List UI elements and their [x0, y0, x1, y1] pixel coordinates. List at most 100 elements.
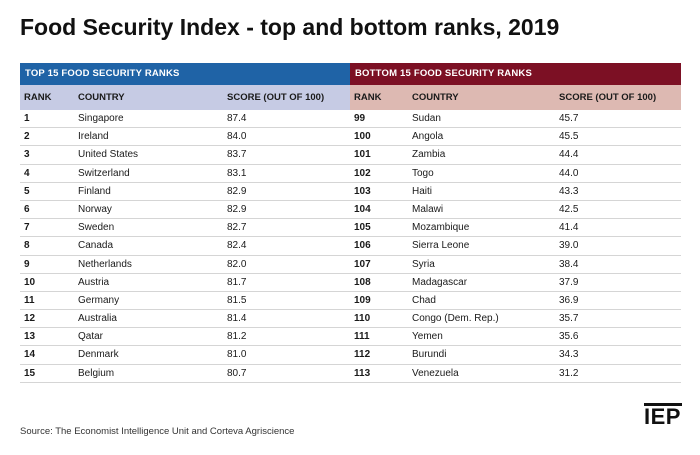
rank-cell: 2	[24, 131, 30, 143]
country-cell: Haiti	[412, 185, 433, 197]
table-row: 102 Togo 44.0	[350, 165, 681, 183]
rank-cell: 107	[354, 258, 371, 270]
table-row: 106 Sierra Leone 39.0	[350, 237, 681, 256]
rank-cell: 3	[24, 149, 30, 161]
score-cell: 83.7	[227, 149, 247, 161]
table-row: 3 United States 83.7	[20, 146, 350, 165]
score-cell: 34.3	[559, 349, 579, 361]
rank-cell: 102	[354, 167, 371, 179]
score-cell: 35.6	[559, 331, 579, 343]
table-row: 1 Singapore 87.4	[20, 110, 350, 129]
column-header-score: SCORE (OUT OF 100)	[559, 92, 657, 103]
score-cell: 81.7	[227, 276, 247, 288]
score-cell: 87.4	[227, 113, 247, 124]
score-cell: 81.5	[227, 294, 247, 306]
country-cell: Sierra Leone	[412, 240, 470, 252]
score-cell: 84.0	[227, 131, 247, 143]
table-row: 2 Ireland 84.0	[20, 128, 350, 147]
country-cell: Sudan	[412, 113, 441, 124]
column-header-rank: RANK	[354, 92, 382, 103]
score-cell: 82.4	[227, 240, 247, 252]
country-cell: Yemen	[412, 331, 443, 343]
country-cell: Australia	[78, 313, 117, 325]
rank-cell: 99	[354, 113, 366, 124]
rank-cell: 101	[354, 149, 371, 161]
rank-cell: 1	[24, 113, 30, 124]
score-cell: 37.9	[559, 276, 579, 288]
score-cell: 44.0	[559, 167, 579, 179]
rank-cell: 7	[24, 222, 30, 234]
country-cell: Mozambique	[412, 222, 470, 234]
country-cell: Zambia	[412, 149, 446, 161]
table-row: 4 Switzerland 83.1	[20, 165, 350, 183]
bottom-15-column-headers: RANK COUNTRY SCORE (OUT OF 100)	[350, 85, 681, 110]
source-note: Source: The Economist Intelligence Unit …	[20, 426, 295, 437]
logo-bar	[644, 403, 682, 406]
country-cell: Togo	[412, 167, 434, 179]
rank-cell: 111	[354, 331, 370, 343]
column-header-rank: RANK	[24, 92, 52, 103]
country-cell: Chad	[412, 294, 436, 306]
rank-cell: 5	[24, 185, 30, 197]
score-cell: 80.7	[227, 367, 247, 379]
country-cell: United States	[78, 149, 139, 161]
country-cell: Sweden	[78, 222, 115, 234]
rank-cell: 105	[354, 222, 371, 234]
rank-cell: 10	[24, 276, 36, 288]
bottom-15-rows: 99 Sudan 45.7 100 Angola 45.5 101 Zambia 44.4 102…	[350, 110, 681, 383]
score-cell: 45.5	[559, 131, 579, 143]
score-cell: 81.0	[227, 349, 247, 361]
table-row: 12 Australia 81.4	[20, 310, 350, 329]
score-cell: 82.7	[227, 222, 247, 234]
rank-cell: 4	[24, 167, 30, 179]
table-row: 104 Malawi 42.5	[350, 201, 681, 220]
table-row: 10 Austria 81.7	[20, 274, 350, 292]
table-row: 7 Sweden 82.7	[20, 219, 350, 238]
country-cell: Norway	[78, 203, 112, 215]
rank-cell: 12	[24, 313, 36, 325]
rank-cell: 113	[354, 367, 371, 379]
table-row: 100 Angola 45.5	[350, 128, 681, 147]
country-cell: Switzerland	[78, 167, 130, 179]
score-cell: 41.4	[559, 222, 579, 234]
country-cell: Canada	[78, 240, 114, 252]
table-row: 101 Zambia 44.4	[350, 146, 681, 165]
rank-cell: 13	[24, 331, 36, 343]
score-cell: 81.4	[227, 313, 247, 325]
country-cell: Burundi	[412, 349, 447, 361]
country-cell: Ireland	[78, 131, 109, 143]
score-cell: 83.1	[227, 167, 247, 179]
score-cell: 42.5	[559, 203, 579, 215]
rank-cell: 8	[24, 240, 30, 252]
top-15-rows: 1 Singapore 87.4 2 Ireland 84.0 3 United States…	[20, 110, 350, 383]
table-row: 99 Sudan 45.7	[350, 110, 681, 129]
rank-cell: 112	[354, 349, 371, 361]
score-cell: 82.0	[227, 258, 247, 270]
score-cell: 35.7	[559, 313, 579, 325]
table-row: 111 Yemen 35.6	[350, 328, 681, 347]
rank-cell: 104	[354, 203, 371, 215]
country-cell: Madagascar	[412, 276, 468, 288]
column-header-country: COUNTRY	[412, 92, 459, 103]
country-cell: Angola	[412, 131, 444, 143]
bottom-15-heading: BOTTOM 15 FOOD SECURITY RANKS	[350, 63, 681, 85]
rank-cell: 109	[354, 294, 371, 306]
top-15-column-headers: RANK COUNTRY SCORE (OUT OF 100)	[20, 85, 350, 110]
table-row: 108 Madagascar 37.9	[350, 274, 681, 292]
rank-cell: 108	[354, 276, 371, 288]
country-cell: Congo (Dem. Rep.)	[412, 313, 499, 325]
country-cell: Belgium	[78, 367, 115, 379]
country-cell: Qatar	[78, 331, 104, 343]
rank-cell: 14	[24, 349, 36, 361]
rank-cell: 11	[24, 294, 35, 306]
country-cell: Denmark	[78, 349, 119, 361]
rank-cell: 6	[24, 203, 30, 215]
rank-cell: 103	[354, 185, 371, 197]
rank-cell: 9	[24, 258, 30, 270]
table-row: 113 Venezuela 31.2	[350, 365, 681, 383]
score-cell: 82.9	[227, 185, 247, 197]
bottom-15-table: BOTTOM 15 FOOD SECURITY RANKS RANK COUNT…	[350, 63, 681, 383]
table-row: 5 Finland 82.9	[20, 183, 350, 201]
table-row: 6 Norway 82.9	[20, 201, 350, 220]
table-row: 109 Chad 36.9	[350, 292, 681, 311]
